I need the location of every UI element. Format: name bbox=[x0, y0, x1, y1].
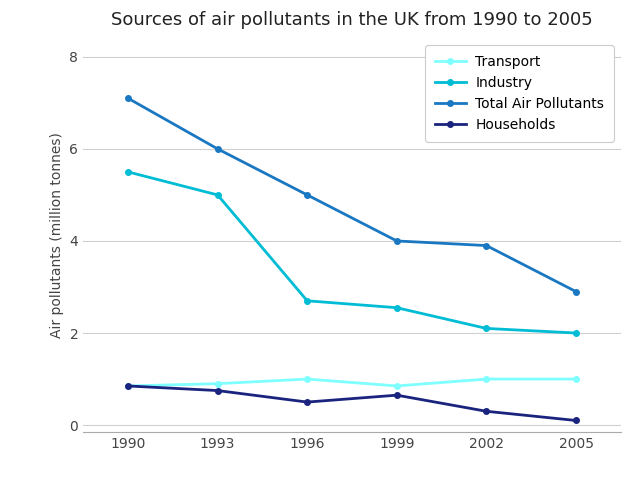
Industry bbox=[572, 330, 580, 336]
Transport bbox=[483, 376, 490, 382]
Households bbox=[393, 392, 401, 398]
Households bbox=[124, 383, 132, 389]
Total Air Pollutants bbox=[393, 238, 401, 244]
Industry bbox=[393, 305, 401, 311]
Households bbox=[303, 399, 311, 405]
Transport bbox=[303, 376, 311, 382]
Line: Households: Households bbox=[125, 383, 579, 423]
Total Air Pollutants bbox=[483, 243, 490, 249]
Households bbox=[572, 418, 580, 423]
Line: Total Air Pollutants: Total Air Pollutants bbox=[125, 96, 579, 294]
Transport bbox=[393, 383, 401, 389]
Total Air Pollutants bbox=[124, 96, 132, 101]
Households bbox=[214, 388, 221, 394]
Line: Transport: Transport bbox=[125, 376, 579, 389]
Legend: Transport, Industry, Total Air Pollutants, Households: Transport, Industry, Total Air Pollutant… bbox=[425, 45, 614, 142]
Total Air Pollutants bbox=[303, 192, 311, 198]
Industry bbox=[214, 192, 221, 198]
Line: Industry: Industry bbox=[125, 169, 579, 336]
Industry bbox=[483, 325, 490, 331]
Total Air Pollutants bbox=[214, 146, 221, 152]
Industry bbox=[303, 298, 311, 304]
Households bbox=[483, 408, 490, 414]
Transport bbox=[572, 376, 580, 382]
Transport bbox=[124, 383, 132, 389]
Title: Sources of air pollutants in the UK from 1990 to 2005: Sources of air pollutants in the UK from… bbox=[111, 11, 593, 28]
Transport bbox=[214, 381, 221, 386]
Y-axis label: Air pollutants (million tonnes): Air pollutants (million tonnes) bbox=[50, 132, 64, 338]
Industry bbox=[124, 169, 132, 175]
Total Air Pollutants bbox=[572, 288, 580, 294]
